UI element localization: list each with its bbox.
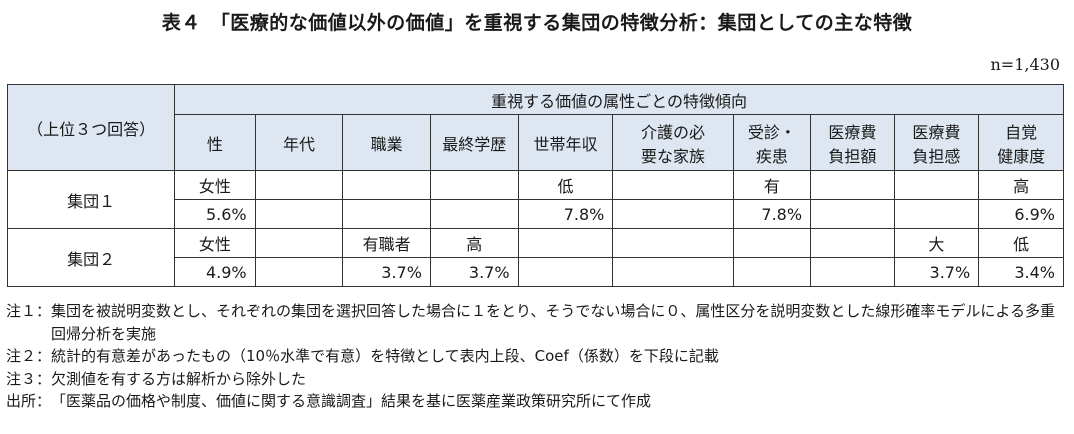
column-header-text: 要な家族 (640, 146, 705, 166)
note-text: 集団を被説明変数とし、それぞれの集団を選択回答した場合に１をとり、そうでない場合… (51, 302, 1055, 343)
table-row: 4.9% 3.7% 3.7% 3.7% 3.4% (8, 257, 1064, 287)
column-header-text: 自覚 (1005, 122, 1038, 142)
coef-cell (429, 199, 519, 229)
feature-cell (429, 170, 519, 200)
column-header-row: 性年代 職業 最終学歴 世帯年収 介護の必 要な家族 受診・ 疾患 医療費 負担額 医療費 負担感 自覚… (8, 114, 1064, 171)
sample-size-label: n=1,430 (990, 55, 1060, 74)
column-header-7: 医療費 負担額 (810, 114, 895, 171)
feature-cell: 高 (978, 170, 1064, 200)
note-text: 統計的有意差があったもの（10％水準で有意）を特徴として表内上段、Coef（係数… (51, 347, 719, 365)
feature-cell (517, 228, 614, 258)
row-header-label: （上位３つ回答） (27, 119, 156, 139)
note-item: 出所： 「医薬品の価格や制度、価値に関する意識調査」結果を基に医薬産業政策研究所に… (6, 390, 1068, 413)
coef-cell (732, 257, 812, 287)
feature-cell (342, 170, 431, 200)
column-header-1: 年代 (254, 114, 344, 171)
coef-cell: 4.9% (174, 257, 256, 287)
column-header-text: 健康度 (997, 146, 1046, 166)
group-header-cell: 重視する価値の属性ごとの特徴傾向 (174, 84, 1064, 115)
feature-cell: 高 (429, 228, 519, 258)
coef-cell (254, 199, 344, 229)
coef-cell (254, 257, 344, 287)
note-item: 注２： 統計的有意差があったもの（10％水準で有意）を特徴として表内上段、Coef… (6, 345, 1068, 368)
column-header-text: 疾患 (755, 146, 788, 166)
feature-cell: 大 (893, 228, 980, 258)
feature-cell (893, 170, 980, 200)
feature-cell: 低 (978, 228, 1064, 258)
feature-cell (612, 228, 734, 258)
feature-cell: 女性 (174, 170, 256, 200)
table-row: 集団２ 女性 有職者高 大低 (6, 228, 1064, 287)
table-body: 集団１ 女性低有高 5.6% 7.8% 7.8% 6.9% 集団２ 女性 有職者高大低 4.9% 3… (6, 170, 1064, 287)
coef-cell: 3.7% (342, 257, 431, 287)
note-item: 注１： 集団を被説明変数とし、それぞれの集団を選択回答した場合に１をとり、そうでな… (6, 300, 1068, 345)
coef-cell (612, 199, 734, 229)
feature-cell (254, 170, 344, 200)
coef-cell: 6.9% (978, 199, 1064, 229)
coef-cell: 7.8% (732, 199, 812, 229)
column-header-text: 職業 (370, 134, 403, 154)
table-row: 集団１ 女性 低 有 高 (6, 170, 1064, 229)
group-header-label: 重視する価値の属性ごとの特徴傾向 (491, 91, 747, 111)
column-header-text: 負担感 (912, 146, 961, 166)
column-header-text: 医療費 (912, 122, 961, 142)
column-header-text: 負担額 (828, 146, 877, 166)
column-header-2: 職業 (342, 114, 431, 171)
feature-cell: 有 (732, 170, 812, 200)
note-item: 注３： 欠測値を有する方は解析から除外した (6, 368, 1068, 391)
coef-cell (893, 199, 980, 229)
column-header-text: 世帯年収 (533, 134, 598, 154)
group-label: 集団２ (6, 228, 176, 287)
column-header-text: 介護の必 (640, 122, 705, 142)
coef-cell: 3.4% (978, 257, 1064, 287)
note-key: 注１： (6, 302, 52, 320)
column-header-text: 受診・ (747, 122, 796, 142)
coef-cell: 3.7% (893, 257, 980, 287)
note-key: 出所： (6, 392, 52, 410)
table-row: 5.6% 7.8% 7.8% 6.9% (8, 199, 1064, 229)
column-header-text: 年代 (282, 134, 315, 154)
column-header-text: 最終学歴 (442, 134, 507, 154)
group-label: 集団１ (6, 170, 176, 229)
feature-cell: 女性 (174, 228, 256, 258)
coef-cell: 7.8% (517, 199, 614, 229)
note-key: 注３： (6, 369, 52, 388)
feature-cell (254, 228, 344, 258)
table-title: 表４ 「医療的な価値以外の価値」を重視する集団の特徴分析：集団としての主な特徴 (161, 12, 913, 34)
column-header-text: 性 (206, 134, 223, 154)
column-header-text: 医療費 (828, 122, 877, 142)
coef-cell (612, 257, 734, 287)
column-header-6: 受診・ 疾患 (732, 114, 812, 171)
feature-cell (612, 170, 734, 200)
coef-cell (517, 257, 614, 287)
coef-cell (810, 257, 895, 287)
feature-cell (810, 228, 895, 258)
column-header-4: 世帯年収 (517, 114, 614, 171)
notes-section: 注１： 集団を被説明変数とし、それぞれの集団を選択回答した場合に１をとり、そうでな… (6, 300, 1068, 413)
column-header-9: 自覚 健康度 (978, 114, 1064, 171)
column-header-3: 最終学歴 (429, 114, 519, 171)
feature-table: （上位３つ回答） 重視する価値の属性ごとの特徴傾向 性年代 職業 最終学歴 世帯年収介… (6, 84, 1064, 287)
feature-cell (810, 170, 895, 200)
feature-cell: 低 (517, 170, 614, 200)
column-header-0: 性 (174, 114, 256, 171)
coef-cell: 3.7% (429, 257, 519, 287)
note-text: 「医薬品の価格や制度、価値に関する意識調査」結果を基に医薬産業政策研究所にて作成 (51, 392, 652, 410)
feature-cell: 有職者 (342, 228, 431, 258)
coef-cell: 5.6% (174, 199, 256, 229)
note-key: 注２： (6, 347, 52, 365)
coef-cell (342, 199, 431, 229)
column-header-5: 介護の必 要な家族 (612, 114, 734, 171)
feature-cell (732, 228, 812, 258)
note-text: 欠測値を有する方は解析から除外した (51, 369, 307, 388)
row-header-cell: （上位３つ回答） (6, 84, 176, 171)
column-header-8: 医療費 負担感 (893, 114, 980, 171)
coef-cell (810, 199, 895, 229)
